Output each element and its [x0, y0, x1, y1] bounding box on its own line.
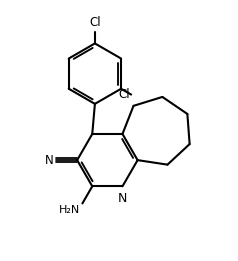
- Text: N: N: [118, 192, 127, 205]
- Text: Cl: Cl: [118, 88, 130, 101]
- Text: N: N: [45, 154, 54, 167]
- Text: H₂N: H₂N: [59, 205, 80, 215]
- Text: Cl: Cl: [89, 16, 101, 29]
